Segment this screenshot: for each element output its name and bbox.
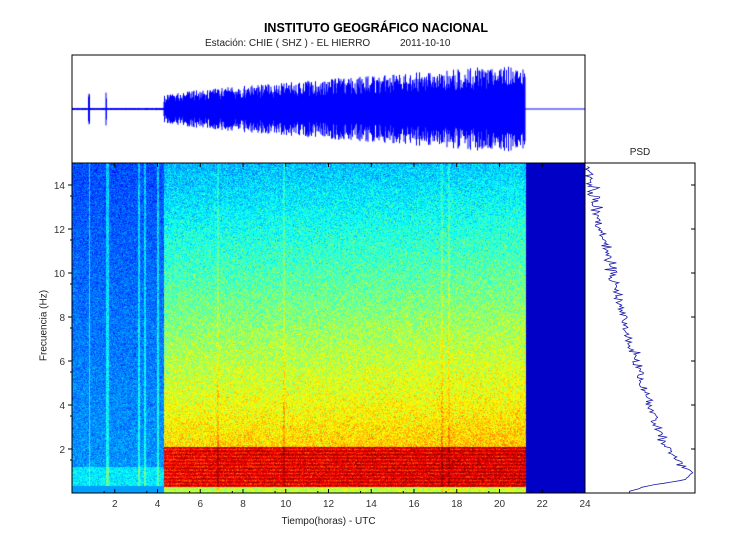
y-tick-label: 2 <box>59 445 65 456</box>
spectrogram-frame <box>71 162 586 494</box>
station-label: Estación: CHIE ( SHZ ) - EL HIERRO <box>205 38 371 49</box>
figure-title: INSTITUTO GEOGRÁFICO NACIONAL <box>263 21 489 35</box>
y-tick-label: 6 <box>59 357 65 368</box>
y-tick-label: 4 <box>59 401 65 412</box>
x-tick-label: 20 <box>494 499 506 510</box>
y-tick-label: 12 <box>54 225 66 236</box>
x-tick-label: 18 <box>451 499 463 510</box>
x-tick-label: 14 <box>366 499 378 510</box>
x-axis-label: Tiempo(horas) - UTC <box>281 516 376 527</box>
x-tick-label: 22 <box>537 499 549 510</box>
x-tick-label: 12 <box>323 499 335 510</box>
seismogram-frame <box>71 54 586 164</box>
x-tick-label: 6 <box>197 499 203 510</box>
y-tick-label: 10 <box>54 269 66 280</box>
psd-title: PSD <box>629 147 651 158</box>
x-tick-label: 24 <box>579 499 591 510</box>
seismogram-trace <box>72 55 585 163</box>
y-tick-label: 8 <box>59 313 65 324</box>
x-tick-label: 10 <box>280 499 292 510</box>
y-tick-label: 14 <box>54 181 66 192</box>
spectrogram-image <box>72 163 585 493</box>
psd-frame <box>584 162 696 494</box>
date-label: 2011-10-10 <box>400 38 451 49</box>
psd-curve <box>584 166 694 493</box>
x-tick-label: 2 <box>112 499 118 510</box>
x-tick-label: 4 <box>155 499 161 510</box>
x-tick-label: 16 <box>408 499 420 510</box>
x-tick-label: 8 <box>240 499 246 510</box>
